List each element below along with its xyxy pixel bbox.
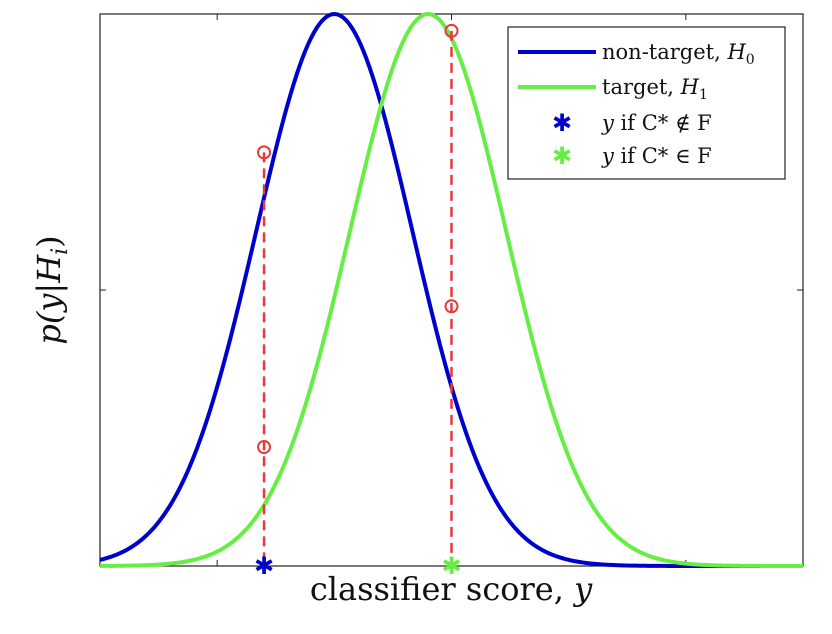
legend: non-target, H0 target, H1 ✱ y if C* ∉ F … [507, 26, 786, 180]
intersection-circle-1 [257, 440, 272, 455]
x-axis-label: classifier score, y [310, 570, 593, 608]
score-marker-in-f: ✱ [441, 552, 461, 580]
legend-marker-not-in-f: ✱ [552, 109, 572, 137]
legend-marker-in-f: ✱ [552, 142, 572, 170]
y-axis-label: p(y|Hi) [30, 235, 73, 344]
annotations: ✱ ✱ [254, 23, 462, 580]
intersection-circle-2 [444, 23, 459, 38]
intersection-circle-0 [257, 145, 272, 160]
legend-label-not-in-f: y if C* ∉ F [601, 111, 712, 135]
intersection-circle-3 [444, 299, 459, 314]
score-marker-not-in-f: ✱ [254, 552, 274, 580]
legend-label-target: target, H1 [602, 75, 708, 103]
legend-label-non-target: non-target, H0 [602, 40, 755, 68]
legend-label-in-f: y if C* ∈ F [601, 144, 712, 168]
